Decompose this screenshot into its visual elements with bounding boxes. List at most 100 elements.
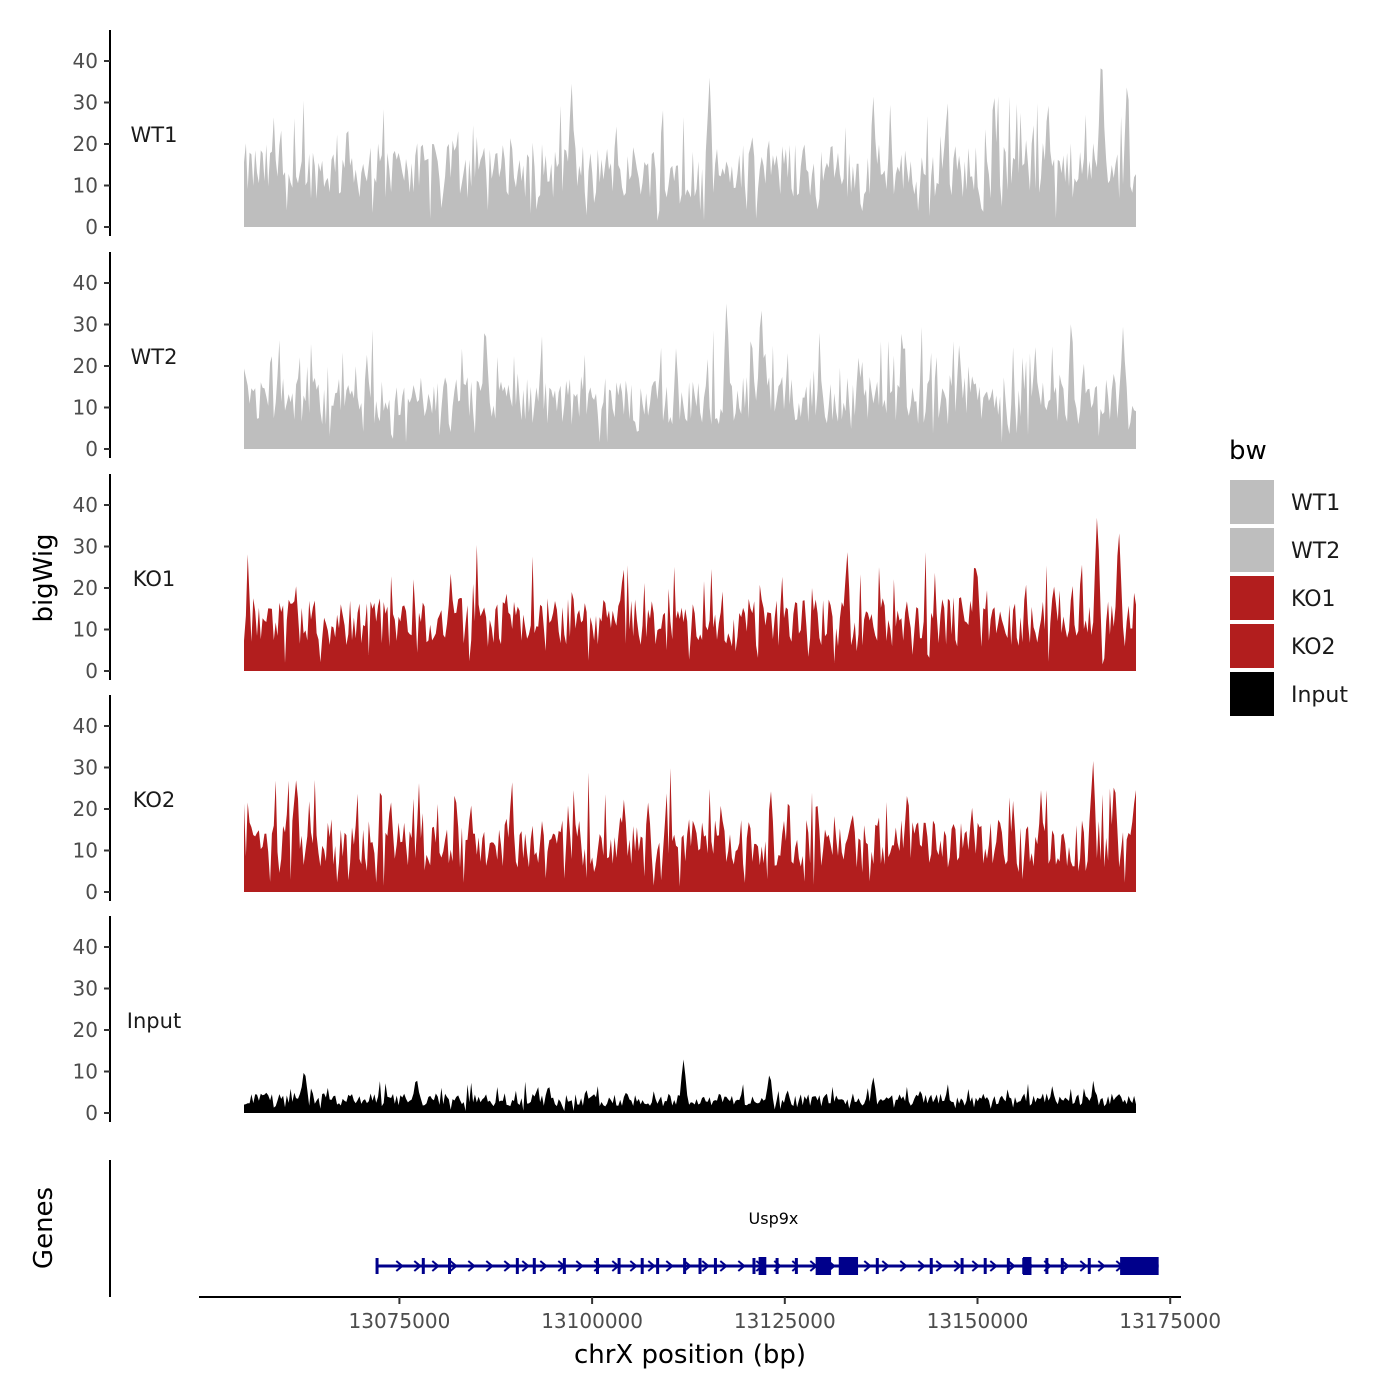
y-tick-label: 0: [85, 880, 98, 904]
y-tick-label: 40: [73, 493, 98, 517]
strand-arrow: [1007, 1260, 1016, 1272]
y-tick-label: 10: [73, 1060, 98, 1084]
x-tick-label: 13125000: [734, 1309, 836, 1333]
exon: [752, 1258, 756, 1274]
track-label: KO1: [133, 567, 176, 591]
track-label: WT1: [131, 123, 178, 147]
exon: [1045, 1258, 1049, 1274]
y-tick-label: 30: [73, 535, 98, 559]
signal-area-input: [244, 1059, 1136, 1113]
y-tick-label: 20: [73, 132, 98, 156]
strand-arrow: [467, 1260, 476, 1272]
y-tick-label: 30: [73, 977, 98, 1001]
y-tick-label: 0: [85, 659, 98, 683]
bigwig-tracks: 0 10 20 30 40 WT1 0 10 20 30 40 WT2 0 10 20 30 40 KO1 0 10 2…: [73, 30, 1136, 1125]
exon: [775, 1258, 779, 1274]
strand-arrow: [791, 1260, 800, 1272]
legend-label-wt2: WT2: [1291, 539, 1340, 564]
exon: [713, 1258, 717, 1274]
y-tick-label: 20: [73, 354, 98, 378]
exon: [448, 1258, 452, 1274]
exon-block: [1022, 1257, 1032, 1275]
strand-arrow: [395, 1260, 404, 1272]
y-tick-label: 0: [85, 437, 98, 461]
signal-area-wt2: [244, 303, 1136, 449]
signal-area-wt1: [244, 68, 1136, 228]
exon: [596, 1258, 600, 1274]
exon-block: [838, 1257, 859, 1275]
strand-arrow: [449, 1260, 458, 1272]
y-tick-label: 30: [73, 756, 98, 780]
strand-arrow: [485, 1260, 494, 1272]
strand-arrow: [899, 1260, 908, 1272]
legend-title: bw: [1229, 436, 1267, 466]
strand-arrow: [431, 1260, 440, 1272]
legend-swatch-input: [1230, 672, 1274, 716]
y-tick-label: 0: [85, 215, 98, 239]
y-tick-label: 30: [73, 313, 98, 337]
strand-arrow: [737, 1260, 746, 1272]
y-tick-label: 40: [73, 271, 98, 295]
exon: [515, 1258, 519, 1274]
x-tick-label: 13175000: [1119, 1309, 1221, 1333]
track-label: WT2: [131, 345, 178, 369]
strand-arrow: [503, 1260, 512, 1272]
strand-arrow: [1097, 1260, 1106, 1272]
legend-swatch-ko2: [1230, 624, 1274, 668]
track-wt1: 0 10 20 30 40 WT1: [73, 30, 1136, 239]
exon: [1060, 1258, 1064, 1274]
strand-arrow: [575, 1260, 584, 1272]
exon-block: [758, 1257, 767, 1275]
strand-arrow: [413, 1260, 422, 1272]
gene-annotation-panel: Usp9x: [109, 1160, 1159, 1297]
exon: [532, 1258, 536, 1274]
strand-arrow: [665, 1260, 674, 1272]
exon: [794, 1258, 798, 1274]
y-tick-label: 10: [73, 618, 98, 642]
exon: [656, 1258, 660, 1274]
gene-name-label: Usp9x: [749, 1209, 799, 1228]
exon: [960, 1258, 964, 1274]
track-label: Input: [127, 1009, 181, 1033]
exon: [640, 1258, 644, 1274]
strand-arrow: [863, 1260, 872, 1272]
legend-label-input: Input: [1291, 683, 1348, 708]
strand-arrow: [701, 1260, 710, 1272]
strand-arrow: [1079, 1260, 1088, 1272]
y-tick-label: 0: [85, 1101, 98, 1125]
y-tick-label: 20: [73, 1018, 98, 1042]
exon: [1006, 1258, 1010, 1274]
genes-axis-title: Genes: [29, 1187, 59, 1269]
y-tick-label: 20: [73, 797, 98, 821]
strand-arrow: [683, 1260, 692, 1272]
exon-block: [1120, 1257, 1159, 1275]
legend-swatch-wt2: [1230, 528, 1274, 572]
exon: [983, 1258, 987, 1274]
x-tick-label: 13100000: [541, 1309, 643, 1333]
y-tick-label: 10: [73, 174, 98, 198]
y-tick-label: 40: [73, 49, 98, 73]
y-tick-label: 20: [73, 576, 98, 600]
strand-arrow: [989, 1260, 998, 1272]
legend-swatch-wt1: [1230, 480, 1274, 524]
legend-label-ko2: KO2: [1291, 635, 1336, 660]
exon: [375, 1258, 379, 1274]
strand-arrow: [971, 1260, 980, 1272]
legend-label-wt1: WT1: [1291, 491, 1340, 516]
strand-arrow: [935, 1260, 944, 1272]
track-ko1: 0 10 20 30 40 KO1: [73, 474, 1136, 683]
x-tick-label: 13150000: [927, 1309, 1029, 1333]
y-tick-label: 10: [73, 839, 98, 863]
y-tick-label: 10: [73, 396, 98, 420]
x-axis: 13075000 13100000 13125000 13150000 13175000: [199, 1296, 1221, 1333]
strand-arrow: [521, 1260, 530, 1272]
exon-block: [815, 1257, 832, 1275]
y-axis-title: bigWig: [29, 533, 59, 622]
legend: bw WT1 WT2 KO1 KO2 Input: [1229, 436, 1348, 716]
x-tick-label: 13075000: [349, 1309, 451, 1333]
legend-label-ko1: KO1: [1291, 587, 1336, 612]
strand-arrow: [881, 1260, 890, 1272]
strand-arrow: [953, 1260, 962, 1272]
exon: [1087, 1258, 1091, 1274]
